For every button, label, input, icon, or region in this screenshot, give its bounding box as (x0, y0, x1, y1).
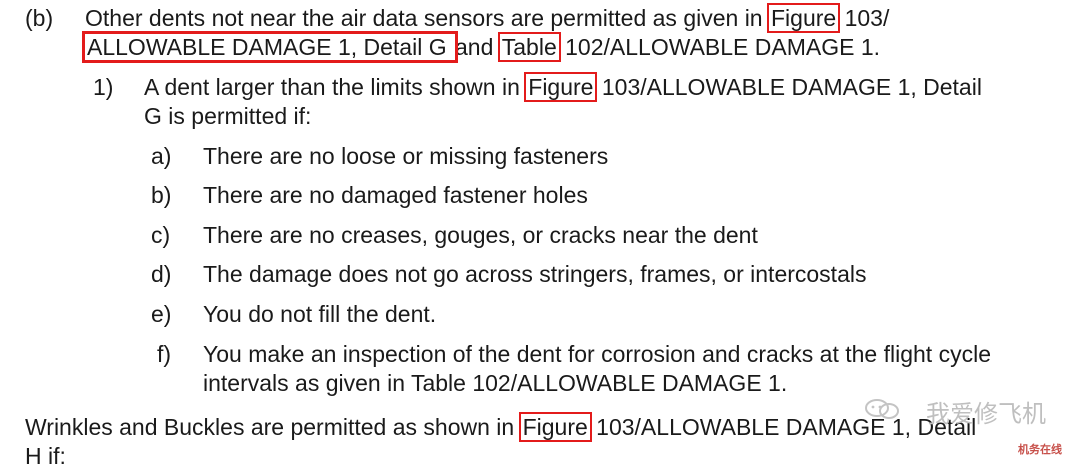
item-1-line-2: G is permitted if: (144, 103, 312, 129)
wrinkles-line-1: Wrinkles and Buckles are permitted as sh… (25, 412, 977, 442)
sub-f-marker: f) (157, 341, 172, 367)
text: 103/ALLOWABLE DAMAGE 1, Detail (595, 74, 982, 100)
watermark-name: 我爱修飞机 (926, 400, 1046, 428)
text: and (455, 34, 500, 60)
table-link[interactable]: Table (497, 32, 561, 62)
item-1-marker: 1) (93, 74, 114, 100)
sub-f-text: You make an inspection of the dent for c… (203, 341, 991, 367)
text: 103/ALLOWABLE DAMAGE 1, Detail (589, 414, 977, 440)
sub-d-marker: d) (151, 261, 172, 287)
sub-b-marker: b) (151, 182, 172, 208)
sub-b-text: There are no damaged fastener holes (203, 182, 588, 208)
sub-a-text: There are no loose or missing fasteners (203, 143, 609, 169)
wechat-icon (865, 399, 899, 419)
text: Other dents not near the air data sensor… (85, 5, 769, 31)
sub-e-marker: e) (151, 301, 172, 327)
item-b-line-2: ALLOWABLE DAMAGE 1, Detail G and Table 1… (82, 31, 881, 63)
text: Wrinkles and Buckles are permitted as sh… (25, 414, 521, 440)
item-1-line-1: A dent larger than the limits shown in F… (144, 72, 982, 102)
sub-c-marker: c) (151, 222, 171, 248)
wrinkles-line-2: H if: (25, 443, 66, 469)
figure-link[interactable]: Figure (524, 72, 598, 102)
watermark-site: 机务在线 (1018, 443, 1062, 456)
figure-link[interactable]: Figure (766, 3, 841, 33)
item-b-marker: (b) (25, 5, 54, 31)
sub-d-text: The damage does not go across stringers,… (203, 261, 867, 287)
detail-g-link[interactable]: ALLOWABLE DAMAGE 1, Detail G (82, 31, 458, 63)
figure-link[interactable]: Figure (518, 412, 592, 442)
text: A dent larger than the limits shown in (144, 74, 527, 100)
sub-f-text-line-2: intervals as given in Table 102/ALLOWABL… (203, 370, 788, 396)
sub-e-text: You do not fill the dent. (203, 301, 437, 327)
text: 102/ALLOWABLE DAMAGE 1. (558, 34, 881, 60)
sub-a-marker: a) (151, 143, 172, 169)
text: 103/ (838, 5, 890, 31)
item-b-line-1: Other dents not near the air data sensor… (85, 3, 890, 33)
sub-c-text: There are no creases, gouges, or cracks … (203, 222, 758, 248)
